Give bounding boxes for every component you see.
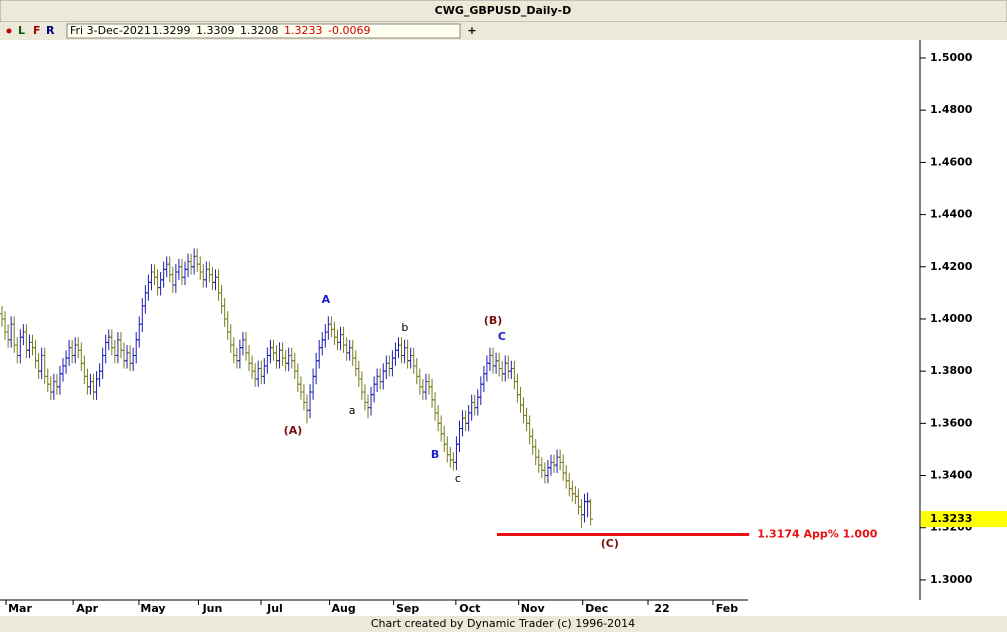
info-open: 1.3299 (152, 24, 191, 37)
y-tick-label: 1.4800 (930, 103, 973, 116)
y-tick-label: 1.3400 (930, 469, 973, 482)
chart-title: CWG_GBPUSD_Daily-D (435, 4, 572, 17)
info-low: 1.3208 (240, 24, 279, 37)
x-tick-label: Sep (396, 602, 419, 615)
info-box (66, 23, 461, 39)
toolbar-button[interactable]: L (18, 24, 25, 37)
y-tick-label: 1.5000 (930, 51, 973, 64)
info-high: 1.3309 (196, 24, 235, 37)
x-tick-label: Feb (716, 602, 739, 615)
x-tick-label: Apr (76, 602, 98, 615)
footer-bar (0, 616, 1007, 632)
projection-label: 1.3174 App% 1.000 (757, 528, 878, 541)
y-tick-label: 1.3800 (930, 364, 973, 377)
wave-label: (C) (601, 537, 619, 550)
info-date: Fri 3-Dec-2021 (70, 24, 151, 37)
wave-label: A (322, 293, 331, 306)
y-tick-label: 1.3600 (930, 416, 973, 429)
y-tick-label: 1.3000 (930, 573, 973, 586)
info-change: -0.0069 (328, 24, 370, 37)
toolbar-button[interactable]: R (46, 24, 55, 37)
x-tick-label: Oct (459, 602, 480, 615)
last-price-label: 1.3233 (930, 512, 972, 525)
wave-label: (B) (484, 314, 502, 327)
wave-label: (A) (284, 424, 303, 437)
x-tick-label: Aug (331, 602, 355, 615)
x-tick-label: Mar (8, 602, 32, 615)
x-tick-label: Dec (585, 602, 608, 615)
y-tick-label: 1.4200 (930, 260, 973, 273)
y-tick-label: 1.4400 (930, 208, 973, 221)
wave-label: b (401, 321, 408, 334)
toolbar-button[interactable]: F (33, 24, 41, 37)
wave-label: C (498, 330, 506, 343)
x-tick-label: May (140, 602, 165, 615)
footer: Chart created by Dynamic Trader (c) 1996… (371, 617, 635, 630)
wave-label: c (455, 472, 461, 485)
wave-label: B (431, 448, 439, 461)
wave-label: a (349, 404, 356, 417)
x-tick-label: Jun (202, 602, 223, 615)
status-dot (6, 28, 12, 34)
x-tick-label: 22 (654, 602, 669, 615)
last-price-box (921, 511, 1007, 528)
info-close: 1.3233 (284, 24, 323, 37)
add-button[interactable]: + (467, 24, 476, 37)
x-tick-label: Nov (521, 602, 546, 615)
x-tick-label: Jul (266, 602, 283, 615)
y-tick-label: 1.4600 (930, 155, 973, 168)
y-tick-label: 1.4000 (930, 312, 973, 325)
